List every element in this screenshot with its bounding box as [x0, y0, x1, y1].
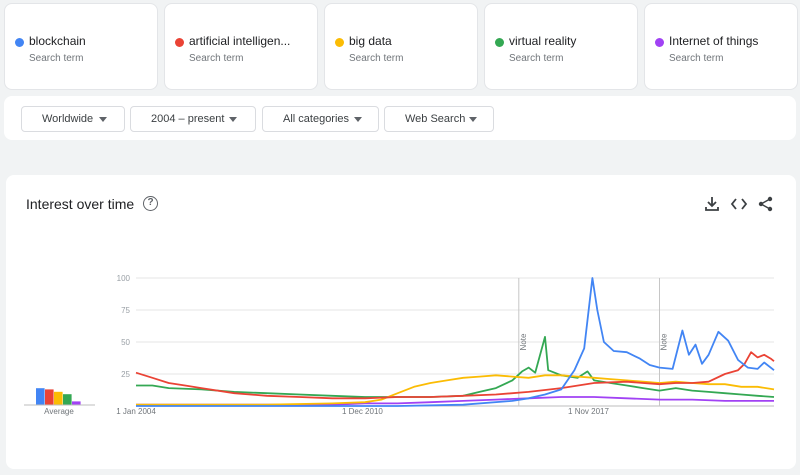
y-tick-label: 75	[121, 306, 130, 315]
term-name: artificial intelligen...	[189, 34, 291, 48]
average-bars: Average	[24, 388, 95, 416]
color-dot-icon	[655, 38, 664, 47]
series-line	[136, 277, 775, 407]
region-dropdown[interactable]: Worldwide	[21, 106, 125, 132]
search-terms-row: blockchain Search term artificial intell…	[4, 3, 798, 90]
color-dot-icon	[335, 38, 344, 47]
term-name: big data	[349, 34, 392, 48]
time-range-label: 2004 – present	[151, 113, 225, 125]
x-tick-label: 1 Dec 2010	[342, 407, 383, 416]
term-card-internet-of-things[interactable]: Internet of things Search term	[644, 3, 798, 90]
term-subtitle: Search term	[509, 53, 564, 64]
average-label: Average	[44, 407, 74, 416]
filter-bar: Worldwide 2004 – present All categories …	[4, 96, 796, 140]
x-tick-labels: 1 Jan 2004 1 Dec 2010 1 Nov 2017	[116, 407, 609, 416]
term-card-artificial-intelligence[interactable]: artificial intelligen... Search term	[164, 3, 318, 90]
series-line	[136, 396, 774, 406]
caret-down-icon	[99, 117, 107, 122]
caret-down-icon	[469, 117, 477, 122]
panel-title: Interest over time	[26, 196, 135, 212]
y-tick-labels: 100 75 50 25	[117, 274, 131, 379]
search-type-dropdown[interactable]: Web Search	[384, 106, 494, 132]
term-card-big-data[interactable]: big data Search term	[324, 3, 478, 90]
term-subtitle: Search term	[349, 53, 404, 64]
note-label: Note	[659, 333, 668, 350]
average-bar	[36, 388, 45, 405]
caret-down-icon	[354, 117, 362, 122]
average-bar	[54, 391, 63, 405]
series-lines	[135, 277, 775, 407]
y-tick-label: 100	[117, 274, 131, 283]
average-bar	[63, 394, 72, 405]
term-card-blockchain[interactable]: blockchain Search term	[4, 3, 158, 90]
embed-code-icon[interactable]	[730, 195, 748, 213]
x-tick-label: 1 Jan 2004	[116, 407, 156, 416]
category-label: All categories	[283, 113, 350, 125]
color-dot-icon	[175, 38, 184, 47]
search-type-label: Web Search	[405, 113, 466, 125]
term-subtitle: Search term	[189, 53, 244, 64]
note-label: Note	[519, 333, 528, 350]
y-tick-label: 50	[121, 338, 130, 347]
time-range-dropdown[interactable]: 2004 – present	[130, 106, 256, 132]
caret-down-icon	[229, 117, 237, 122]
term-name: virtual reality	[509, 34, 577, 48]
help-circle-icon[interactable]: ?	[143, 196, 158, 211]
term-subtitle: Search term	[29, 53, 84, 64]
average-bar	[45, 389, 54, 405]
term-name: Internet of things	[669, 34, 759, 48]
interest-over-time-panel: Interest over time ?	[6, 175, 796, 469]
grid-lines	[136, 277, 774, 407]
average-bar	[72, 401, 81, 405]
y-tick-label: 25	[121, 370, 130, 379]
series-line	[136, 336, 775, 398]
color-dot-icon	[495, 38, 504, 47]
term-subtitle: Search term	[669, 53, 724, 64]
region-label: Worldwide	[42, 113, 94, 125]
term-card-virtual-reality[interactable]: virtual reality Search term	[484, 3, 638, 90]
share-icon[interactable]	[757, 195, 775, 213]
x-tick-label: 1 Nov 2017	[568, 407, 609, 416]
category-dropdown[interactable]: All categories	[262, 106, 379, 132]
download-icon[interactable]	[703, 195, 721, 213]
color-dot-icon	[15, 38, 24, 47]
term-name: blockchain	[29, 34, 86, 48]
